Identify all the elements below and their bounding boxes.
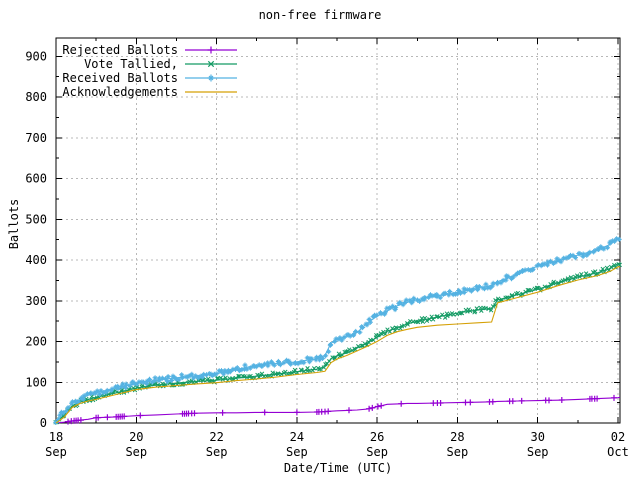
y-tick-label: 800	[25, 90, 47, 104]
x-tick-label-month: Sep	[45, 445, 67, 459]
tick-labels: 010020030040050060070080090018Sep20Sep22…	[25, 49, 629, 459]
x-tick-label-month: Sep	[125, 445, 147, 459]
series-0	[55, 394, 621, 425]
legend-sample-vote-tallied	[185, 60, 237, 68]
y-tick-label: 100	[25, 375, 47, 389]
y-tick-label: 200	[25, 335, 47, 349]
x-tick-label-month: Sep	[447, 445, 469, 459]
x-tick-label-day: 18	[49, 430, 63, 444]
series-2	[53, 236, 622, 425]
legend-item-rejected-ballots: Rejected Ballots	[48, 43, 240, 57]
y-tick-label: 0	[40, 416, 47, 430]
x-tick-label-month: Sep	[286, 445, 308, 459]
y-axis-label: Ballots	[7, 198, 21, 250]
gridlines	[56, 38, 620, 423]
x-tick-label-month: Oct	[607, 445, 629, 459]
y-tick-label: 400	[25, 253, 47, 267]
legend: Rejected Ballots Vote Tallied, Received …	[48, 43, 240, 99]
legend-label-acknowledgements: Acknowledgements	[62, 85, 178, 99]
y-tick-label: 700	[25, 131, 47, 145]
series-3	[55, 265, 621, 424]
chart-title: non-free firmware	[258, 8, 382, 22]
x-tick-label-day: 02	[611, 430, 625, 444]
legend-item-vote-tallied: Vote Tallied,	[48, 57, 240, 71]
x-tick-label-day: 28	[450, 430, 464, 444]
y-tick-label: 600	[25, 172, 47, 186]
x-tick-label-month: Sep	[206, 445, 228, 459]
legend-sample-acknowledgements	[185, 91, 237, 93]
y-tick-label: 300	[25, 294, 47, 308]
legend-label-received-ballots: Received Ballots	[62, 71, 178, 85]
x-tick-label-month: Sep	[527, 445, 549, 459]
axis-ticks	[55, 38, 620, 424]
y-tick-label: 900	[25, 49, 47, 63]
plot-frame	[55, 37, 621, 424]
x-tick-label-day: 24	[290, 430, 304, 444]
legend-item-received-ballots: Received Ballots	[48, 71, 240, 85]
x-tick-label-day: 20	[129, 430, 143, 444]
legend-label-vote-tallied: Vote Tallied,	[84, 57, 178, 71]
y-tick-label: 500	[25, 212, 47, 226]
x-tick-label-day: 22	[209, 430, 223, 444]
x-axis-label: Date/Time (UTC)	[283, 461, 393, 475]
legend-item-acknowledgements: Acknowledgements	[48, 85, 240, 99]
series-1	[53, 261, 622, 425]
legend-label-rejected-ballots: Rejected Ballots	[62, 43, 178, 57]
x-tick-label-day: 30	[530, 430, 544, 444]
x-tick-label-day: 26	[370, 430, 384, 444]
legend-sample-received-ballots	[185, 74, 237, 82]
legend-sample-rejected-ballots	[185, 46, 237, 54]
x-tick-label-month: Sep	[366, 445, 388, 459]
